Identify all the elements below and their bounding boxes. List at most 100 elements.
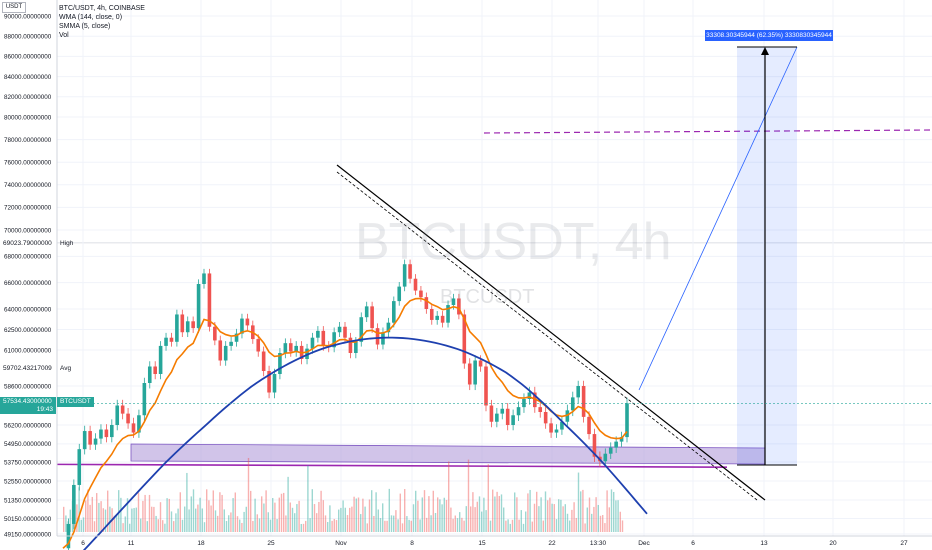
candle-body — [484, 366, 488, 406]
candle-body — [625, 403, 629, 438]
volume-bar — [340, 507, 342, 532]
candle-body — [153, 366, 157, 374]
volume-bar — [456, 518, 459, 532]
volume-bar — [181, 519, 184, 532]
candle-body — [180, 314, 185, 333]
candle-body — [424, 297, 429, 309]
annotations — [57, 46, 932, 501]
volume-bar — [503, 507, 505, 532]
volume-bar — [318, 501, 320, 532]
candle-body — [288, 343, 293, 352]
candle-body — [126, 413, 130, 424]
volume-bar — [247, 457, 250, 532]
volume-bar — [199, 497, 201, 532]
legend-volume[interactable]: Vol — [59, 32, 69, 39]
candle-body — [77, 449, 82, 485]
candle-body — [435, 315, 439, 320]
volume-bar — [615, 500, 617, 532]
volume-bar — [232, 498, 234, 532]
currency-tag[interactable]: USDT — [2, 2, 26, 13]
volume-bar — [239, 519, 241, 532]
volume-bar — [406, 516, 408, 532]
candle-body — [392, 301, 396, 323]
y-tick-label: 74000.00000000 — [4, 182, 52, 189]
volume-bar — [219, 492, 221, 532]
volume-bar — [280, 493, 283, 532]
symbol-watermark-secondary: BTCUSDT — [440, 286, 535, 308]
candle-body — [196, 283, 201, 329]
annotations-background — [56, 47, 932, 468]
volume-bar — [208, 500, 210, 532]
candle-body — [213, 326, 217, 341]
legend-symbol[interactable]: BTC/USDT, 4h, COINBASE — [59, 5, 145, 12]
volume-bar — [65, 515, 67, 532]
candle-body — [316, 330, 320, 338]
volume-bar — [349, 507, 351, 532]
volume-bar — [245, 506, 247, 532]
target-line — [483, 129, 932, 134]
volume-bar — [564, 504, 566, 532]
volume-bar — [302, 523, 305, 532]
candle-body — [305, 348, 309, 359]
volume-bar — [346, 515, 349, 532]
volume-bar — [124, 516, 126, 532]
volume-bar — [551, 503, 553, 532]
volume-bar — [538, 506, 540, 532]
volume-bar — [617, 500, 619, 532]
candle-body — [608, 447, 613, 454]
descending-trendline — [336, 164, 766, 501]
volume-bar — [177, 508, 179, 532]
volume-bar — [597, 504, 599, 532]
volume-bar — [432, 490, 434, 532]
volume-bar — [599, 515, 602, 532]
x-tick-label: 8 — [410, 540, 414, 547]
volume-bar — [146, 521, 148, 532]
y-tick-label: 56200.00000000 — [4, 422, 52, 429]
volume-bar — [186, 472, 188, 532]
volume-bar — [364, 506, 366, 532]
volume-bar — [586, 507, 588, 532]
candle-body — [446, 305, 450, 323]
volume-bar — [153, 506, 155, 532]
volume-bar — [188, 509, 190, 532]
candle-body — [164, 337, 168, 346]
volume-bar — [401, 523, 404, 532]
candle-body — [581, 386, 586, 417]
volume-bar — [311, 489, 313, 532]
legend-wma[interactable]: WMA (144, close, 0) — [59, 14, 123, 21]
volume-bar — [452, 518, 454, 532]
candle-body — [511, 415, 515, 425]
avg-label: Avg — [60, 365, 72, 372]
volume-bar — [179, 492, 181, 532]
volume-bar — [404, 489, 406, 532]
volume-bar — [476, 501, 478, 532]
volume-bar — [553, 504, 555, 532]
support-line — [56, 463, 728, 468]
volume-bar — [342, 500, 344, 532]
candle-body — [278, 353, 282, 374]
volume-bar — [428, 496, 430, 532]
volume-bars — [63, 457, 624, 532]
candle-body — [619, 437, 624, 442]
y-tick-label: 90000.00000000 — [4, 13, 52, 20]
volume-bar — [560, 499, 562, 532]
high-label: High — [60, 240, 74, 247]
time-axis: 6 11 18 25 Nov 8 15 22 13:30 Dec 6 13 20 27 — [57, 535, 932, 547]
volume-bar — [344, 507, 346, 532]
volume-bar — [144, 494, 146, 532]
volume-bar — [331, 520, 333, 532]
volume-bar — [386, 520, 388, 532]
volume-bar — [373, 515, 375, 532]
avg-price-box: 59702.43217009 — [0, 364, 56, 374]
volume-bar — [595, 497, 597, 532]
volume-bar — [542, 520, 544, 532]
volume-bar — [214, 510, 217, 532]
legend-smma[interactable]: SMMA (5, close) — [59, 23, 111, 30]
volume-bar — [558, 499, 560, 532]
volume-bar — [258, 518, 261, 532]
volume-bar — [430, 515, 432, 532]
volume-bar — [291, 507, 294, 532]
volume-bar — [63, 506, 65, 532]
candle-body — [375, 328, 380, 345]
